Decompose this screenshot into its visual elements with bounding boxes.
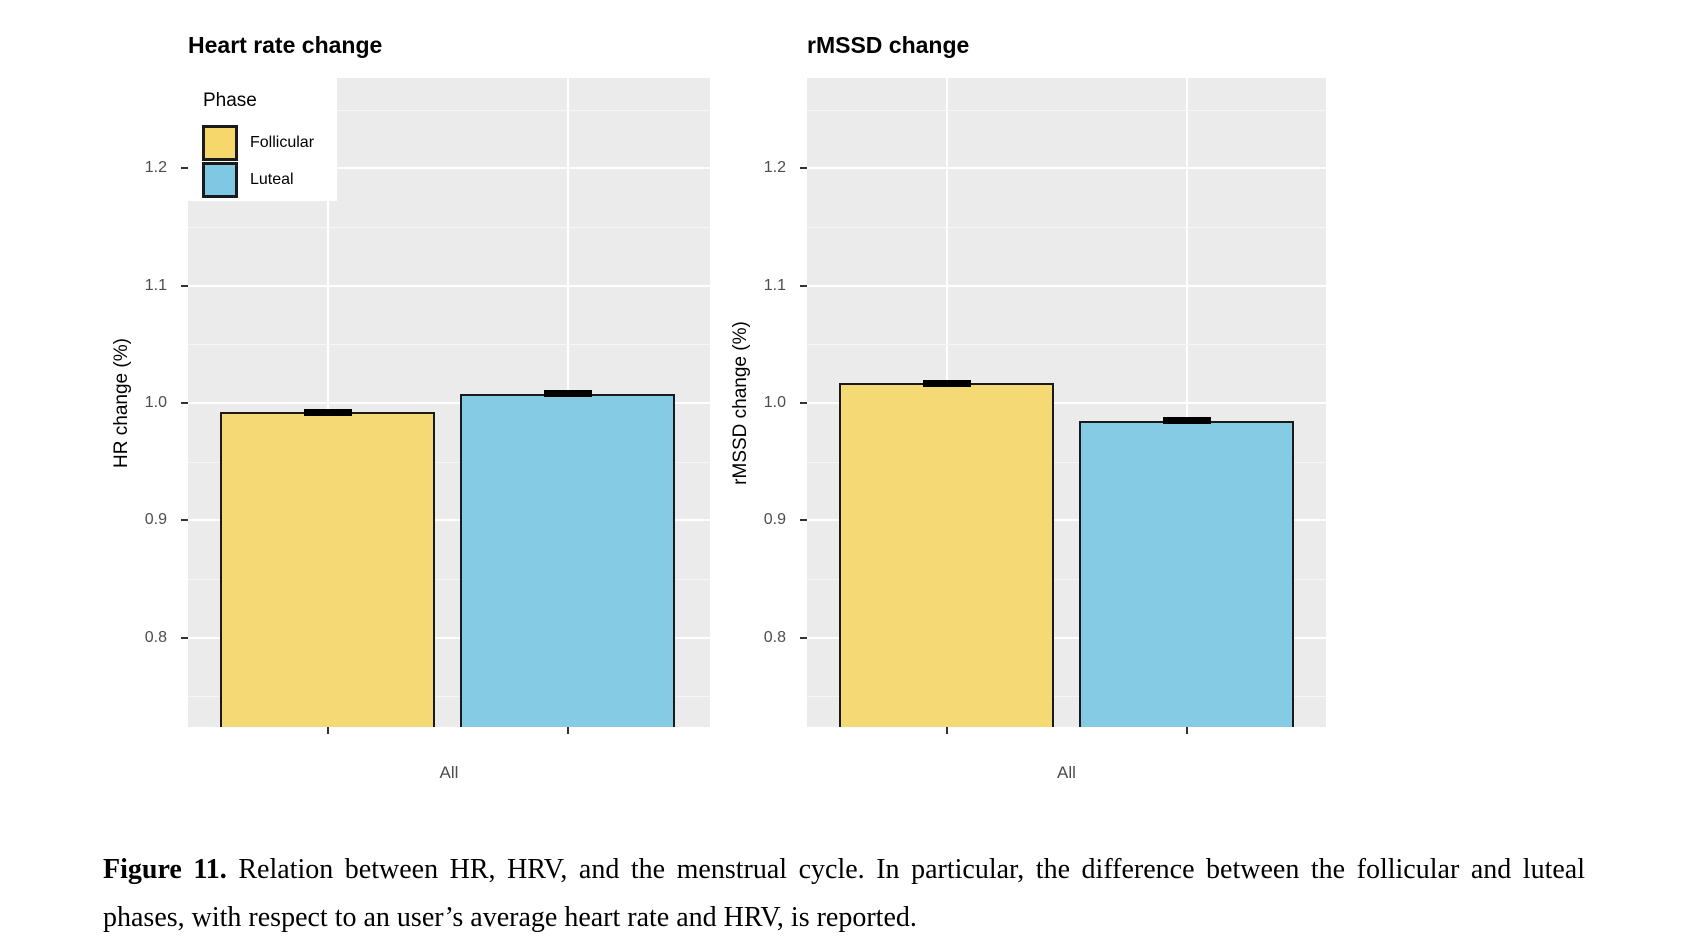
gridline-minor (188, 579, 710, 581)
gridline-minor (807, 461, 1326, 463)
y-tick-label: 1.0 (763, 394, 786, 412)
gridline-minor (188, 344, 710, 346)
x-category-label: All (1057, 763, 1076, 782)
error-bar-luteal (1162, 417, 1211, 425)
y-axis-title: HR change (%) (110, 337, 132, 468)
y-tick (800, 636, 807, 639)
y-tick (800, 167, 807, 170)
y-tick-label: 1.2 (763, 159, 786, 177)
y-tick-label: 1.0 (144, 394, 167, 412)
legend-label-follicular: Follicular (250, 134, 315, 151)
gridline-major (807, 636, 1326, 639)
y-tick (181, 519, 188, 522)
chart-title: Heart rate change (188, 32, 383, 58)
gridline-major (188, 284, 710, 287)
gridline-major (188, 636, 710, 639)
bar-luteal (1079, 420, 1294, 727)
bar-luteal (460, 393, 675, 727)
y-tick (800, 519, 807, 522)
y-tick (800, 402, 807, 405)
error-bar-luteal (543, 390, 592, 398)
y-tick (181, 402, 188, 405)
y-tick-label: 1.2 (144, 159, 167, 177)
y-tick-label: 0.9 (763, 511, 786, 529)
y-tick-label: 0.8 (763, 628, 786, 646)
legend-label-luteal: Luteal (250, 171, 294, 188)
gridline-minor (807, 344, 1326, 346)
y-tick (181, 284, 188, 287)
x-tick (1185, 727, 1188, 734)
gridline-major (188, 167, 710, 170)
follicular-swatch-icon (202, 125, 238, 161)
y-tick-label: 1.1 (763, 276, 786, 294)
error-bar-follicular (303, 408, 352, 416)
gridline-major (188, 402, 710, 405)
gridline-major (188, 519, 710, 522)
error-bar-follicular (922, 379, 971, 387)
gridline-minor (188, 109, 710, 111)
gridline-minor (188, 227, 710, 229)
gridline-major (807, 167, 1326, 170)
gridline-minor (807, 696, 1326, 698)
x-tick (945, 727, 948, 734)
luteal-swatch-icon (202, 162, 238, 198)
gridline-minor (807, 109, 1326, 111)
gridline-major (807, 402, 1326, 405)
y-tick (800, 284, 807, 287)
y-tick (181, 167, 188, 170)
bar-follicular (839, 383, 1054, 727)
y-tick-label: 0.9 (144, 511, 167, 529)
legend-title: Phase (203, 90, 257, 111)
y-tick (181, 636, 188, 639)
y-tick-label: 0.8 (144, 628, 167, 646)
chart-title: rMSSD change (807, 32, 970, 58)
gridline-minor (807, 227, 1326, 229)
x-tick (566, 727, 569, 734)
figure-caption-text: Relation between HR, HRV, and the menstr… (103, 854, 1585, 933)
gridline-minor (188, 461, 710, 463)
x-category-label: All (439, 763, 459, 782)
gridline-minor (188, 696, 710, 698)
gridline-major (807, 284, 1326, 287)
y-tick-label: 1.1 (144, 276, 167, 294)
bar-follicular (220, 412, 435, 727)
gridline-minor (807, 579, 1326, 581)
x-tick (326, 727, 329, 734)
phase-legend: Phase Follicular Luteal (188, 78, 337, 201)
y-axis-title: rMSSD change (%) (729, 320, 751, 485)
figure-caption: Figure 11. Relation between HR, HRV, and… (103, 846, 1585, 938)
figure-caption-label: Figure 11. (103, 854, 227, 885)
gridline-major (807, 519, 1326, 522)
